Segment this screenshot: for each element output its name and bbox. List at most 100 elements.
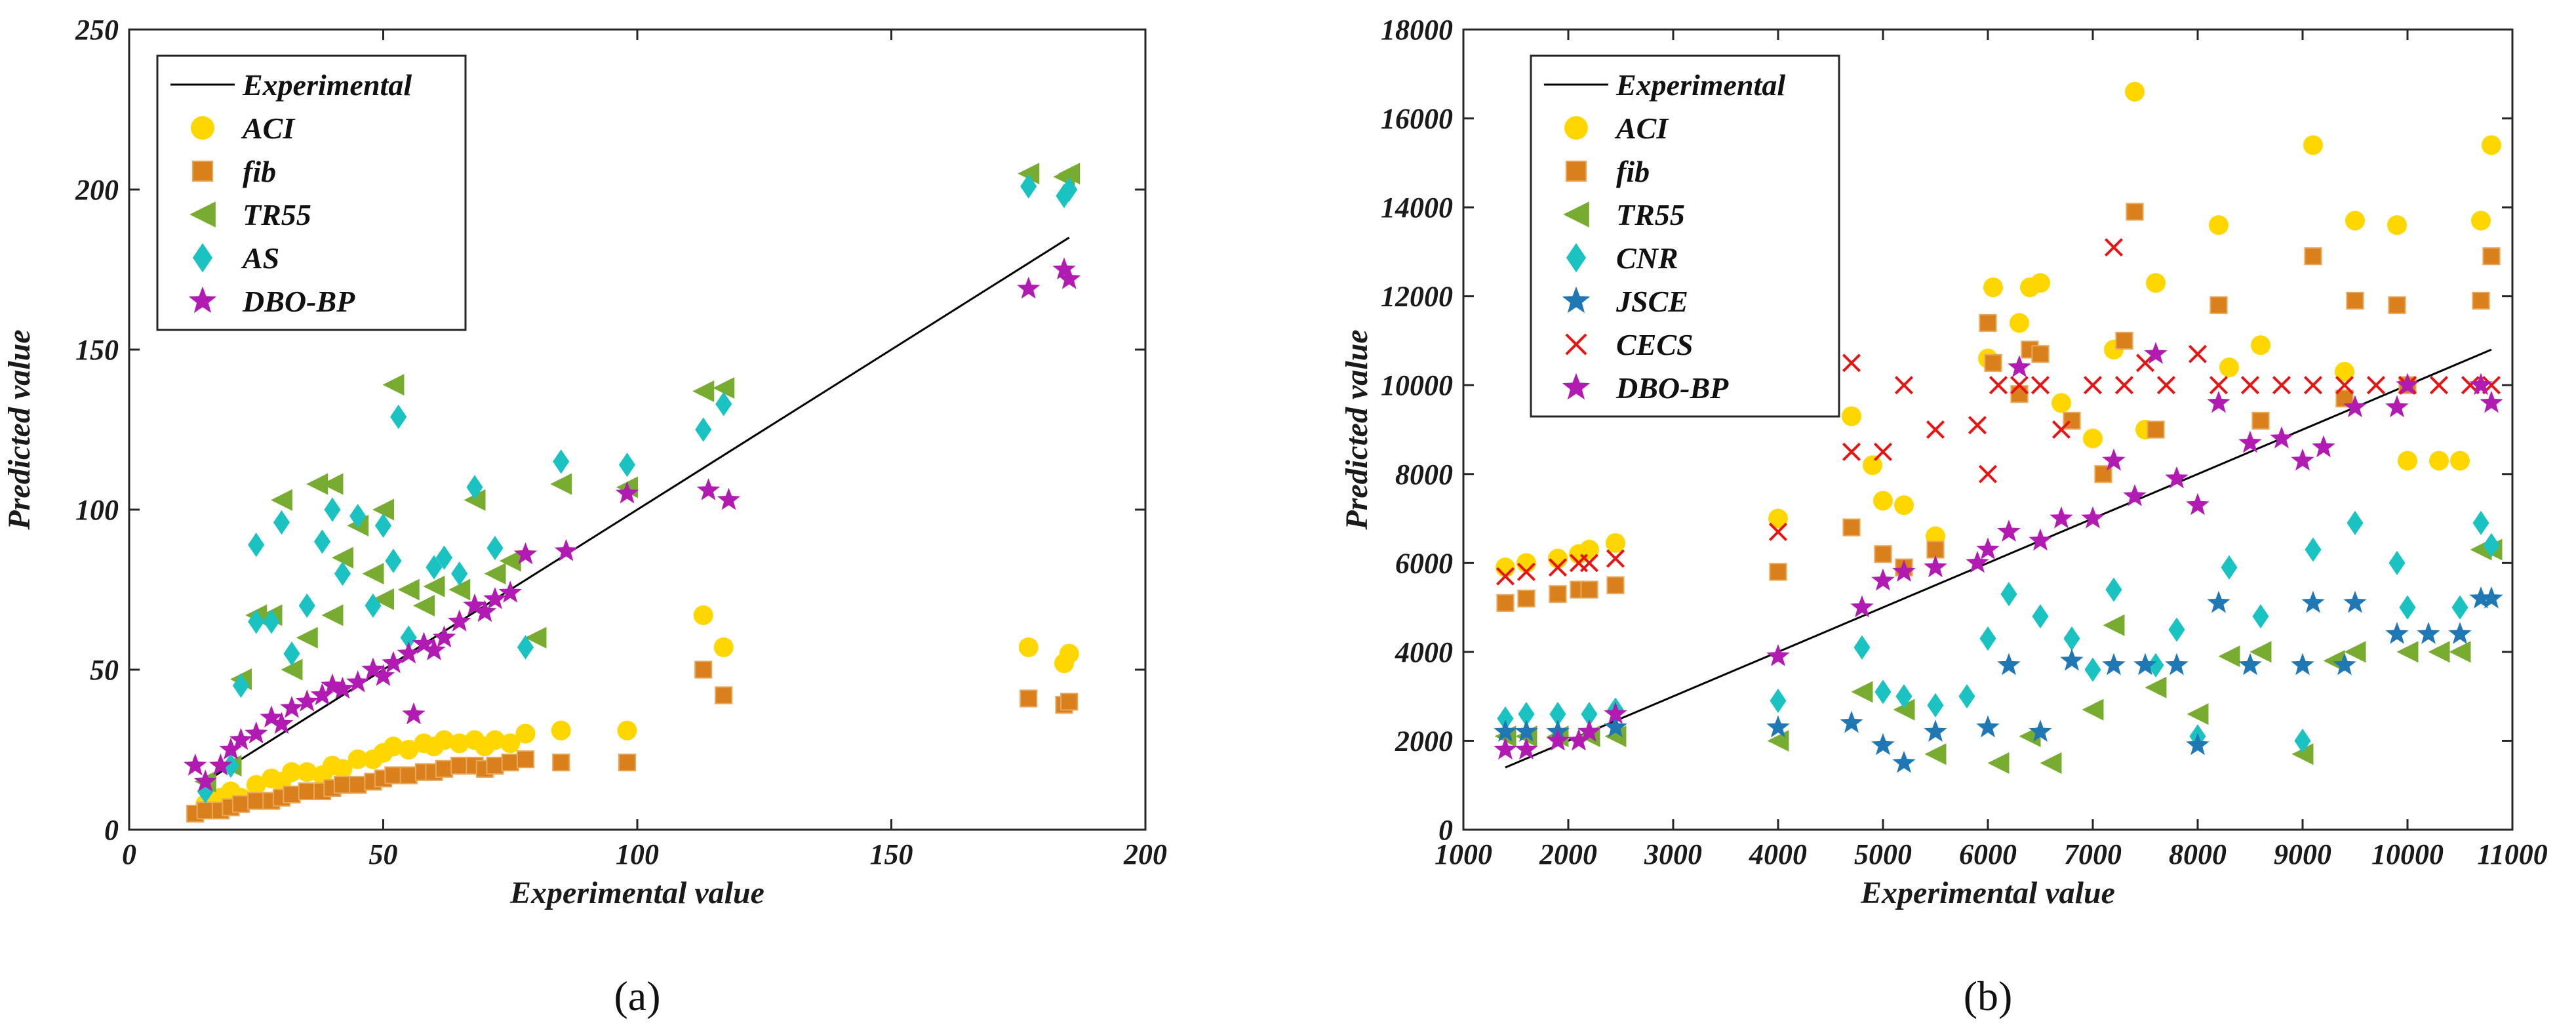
- point-cnr: [1770, 688, 1787, 714]
- point-tr55: [423, 575, 445, 598]
- point-fib: [349, 776, 367, 794]
- point-cnr: [2472, 510, 2489, 535]
- y-tick-label: 200: [75, 174, 119, 206]
- point-dbo-bp: [1052, 257, 1076, 279]
- point-tr55: [525, 626, 547, 649]
- x-tick-label: 5000: [1854, 838, 1912, 870]
- point-dbo-bp: [397, 641, 420, 664]
- point-tr55: [321, 604, 344, 626]
- point-cecs: [1496, 567, 1515, 586]
- point-as: [517, 635, 534, 660]
- legend-box: [1530, 54, 1840, 418]
- point-jsce: [2102, 653, 2126, 676]
- point-dbo-bp: [448, 609, 471, 632]
- point-jsce: [1515, 720, 1538, 742]
- x-tick-label: 100: [616, 838, 659, 870]
- legend-marker-dbo-bp: [1562, 373, 1591, 400]
- point-dbo-bp: [432, 625, 456, 648]
- point-cecs: [2083, 376, 2103, 395]
- point-dbo-bp: [1924, 555, 1947, 578]
- point-jsce: [2469, 586, 2493, 609]
- point-tr55: [2187, 703, 2209, 725]
- point-aci: [1059, 643, 1079, 664]
- point-fib: [1549, 585, 1567, 603]
- point-as: [385, 548, 402, 573]
- y-tick-label: 150: [75, 334, 119, 366]
- point-aci: [1863, 455, 1882, 476]
- point-cnr: [1497, 706, 1514, 731]
- point-cnr: [2032, 604, 2049, 629]
- point-tr55: [1893, 699, 1915, 721]
- point-as: [273, 510, 290, 535]
- point-fib: [298, 782, 316, 801]
- point-fib: [1874, 545, 1892, 563]
- y-tick-label: 100: [75, 494, 119, 526]
- point-as: [426, 555, 443, 580]
- legend-box: [156, 54, 467, 331]
- point-cecs: [2010, 376, 2029, 395]
- point-aci: [551, 720, 571, 741]
- point-tr55: [1924, 743, 1947, 765]
- point-jsce: [1924, 720, 1947, 742]
- point-fib: [231, 795, 250, 813]
- point-cecs: [1579, 554, 1599, 573]
- point-dbo-bp: [2291, 448, 2314, 471]
- point-dbo-bp: [229, 727, 253, 750]
- point-aci: [384, 737, 403, 757]
- point-aci: [1768, 508, 1788, 529]
- point-fib: [2126, 203, 2144, 221]
- point-cnr: [2399, 595, 2416, 620]
- point-tr55: [321, 473, 344, 495]
- point-tr55: [271, 489, 292, 511]
- point-jsce: [1892, 750, 1916, 773]
- point-cecs: [1516, 562, 1536, 581]
- point-tr55: [332, 546, 353, 569]
- point-as: [553, 449, 570, 474]
- point-dbo-bp: [402, 702, 426, 725]
- point-cecs: [2303, 376, 2323, 395]
- point-aci: [282, 762, 302, 782]
- legend: Experimental ACI fib TR55 AS DBO-BP: [156, 54, 467, 331]
- point-tr55: [372, 588, 394, 611]
- point-as: [349, 504, 367, 529]
- y-tick-label: 4000: [1395, 636, 1453, 668]
- point-dbo-bp: [2029, 528, 2052, 551]
- point-jsce: [1840, 710, 1863, 733]
- point-aci: [2219, 357, 2239, 378]
- point-cecs: [2335, 376, 2354, 395]
- point-aci: [1606, 533, 1625, 553]
- point-fib: [435, 760, 454, 778]
- point-as: [390, 404, 407, 430]
- x-axis-label: Experimental value: [509, 876, 764, 910]
- point-tr55: [296, 626, 318, 649]
- point-jsce: [2186, 733, 2209, 756]
- point-fib: [2115, 331, 2133, 350]
- point-fib: [196, 802, 214, 820]
- point-dbo-bp: [2144, 342, 2168, 364]
- point-cecs: [1548, 558, 1568, 577]
- point-aci: [246, 775, 266, 795]
- point-aci: [2209, 215, 2229, 235]
- point-dbo-bp: [280, 696, 304, 718]
- point-aci: [713, 637, 734, 657]
- point-fib: [1606, 576, 1625, 594]
- point-cnr: [2388, 550, 2406, 575]
- point-tr55: [413, 594, 435, 617]
- point-dbo-bp: [2480, 390, 2503, 413]
- point-cnr: [2483, 533, 2500, 558]
- legend-marker-as: [192, 243, 213, 273]
- point-fib: [247, 792, 266, 810]
- point-dbo-bp: [513, 542, 538, 565]
- x-tick-label: 10000: [2371, 838, 2444, 870]
- point-aci: [2450, 451, 2470, 471]
- point-dbo-bp: [2270, 426, 2293, 449]
- point-tr55: [1018, 163, 1040, 185]
- series-fib: [1496, 203, 2501, 612]
- point-cnr: [1581, 702, 1598, 727]
- legend: Experimental ACI fib TR55 CNR JSCE CECS DBO-BP: [1530, 54, 1840, 418]
- point-cecs: [2188, 344, 2208, 363]
- point-as: [400, 625, 417, 650]
- point-tr55: [2082, 699, 2104, 721]
- point-fib: [1979, 314, 1997, 332]
- point-dbo-bp: [1976, 537, 2000, 559]
